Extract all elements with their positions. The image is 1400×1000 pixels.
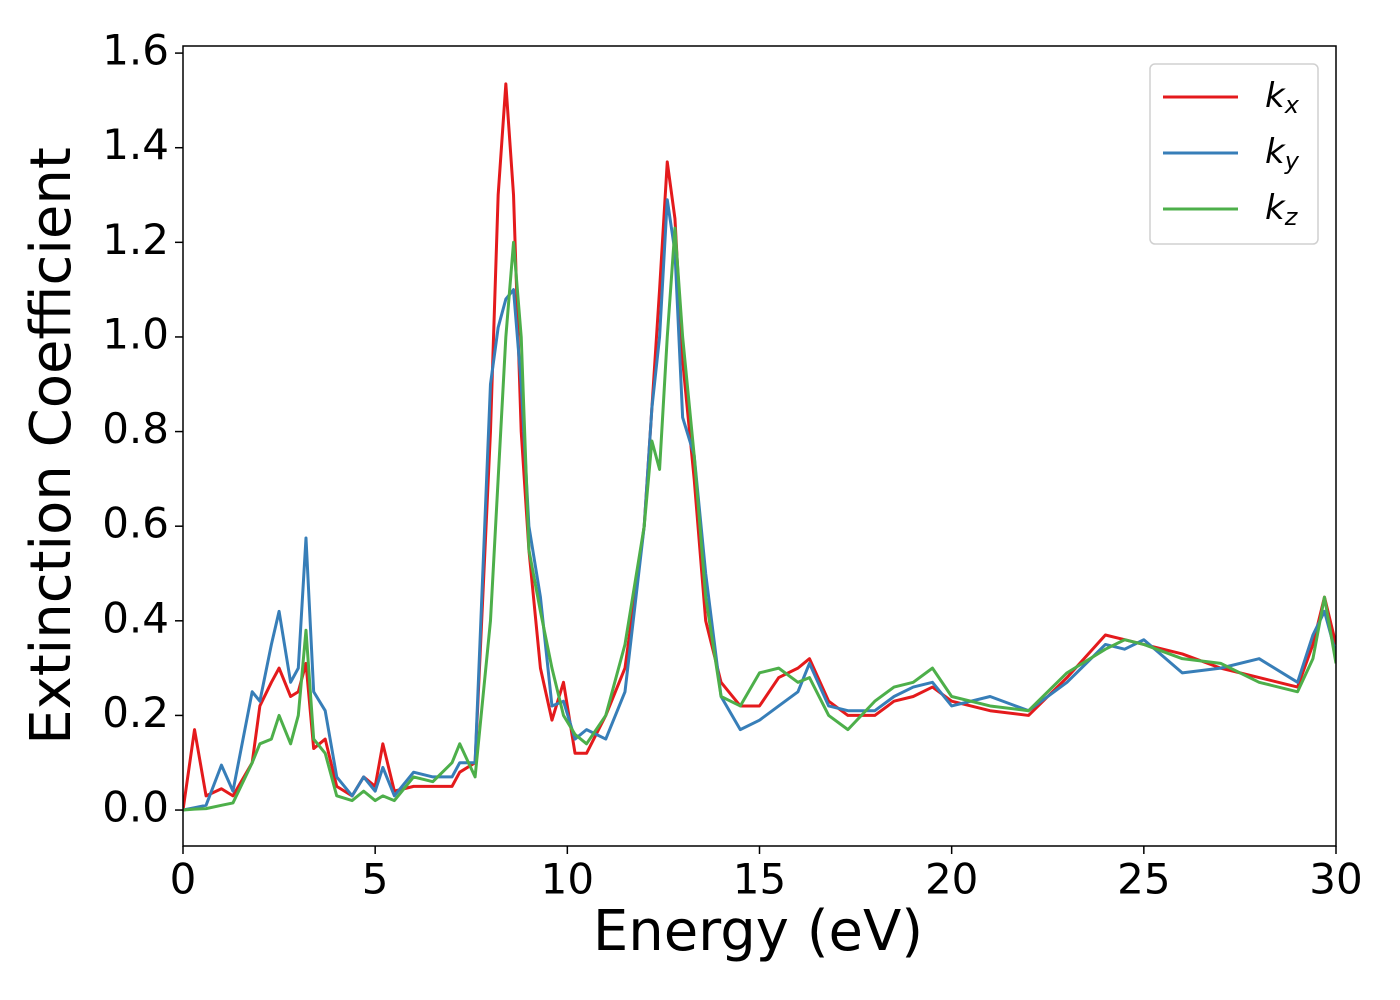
- series-line: [183, 226, 1336, 812]
- x-tick-label: 30: [1309, 855, 1362, 904]
- y-tick-label: 1.0: [102, 309, 169, 358]
- x-tick-label: 5: [362, 855, 389, 904]
- y-tick-label: 0.2: [102, 688, 169, 737]
- y-tick-label: 1.4: [102, 120, 169, 169]
- legend-label: kx: [1265, 76, 1300, 120]
- y-tick-label: 1.6: [102, 26, 169, 75]
- x-tick-label: 15: [733, 855, 786, 904]
- y-tick-label: 0.6: [102, 499, 169, 548]
- x-tick-label: 20: [925, 855, 978, 904]
- x-tick-label: 10: [541, 855, 594, 904]
- x-axis-label: Energy (eV): [593, 899, 923, 964]
- y-tick-label: 0.0: [102, 783, 169, 832]
- y-tick-label: 1.2: [102, 215, 169, 264]
- y-axis-label: Extinction Coefficient: [19, 147, 84, 745]
- x-tick-label: 0: [170, 855, 197, 904]
- y-tick-label: 0.4: [102, 593, 169, 642]
- legend-label: kz: [1265, 188, 1299, 232]
- y-tick-label: 0.8: [102, 404, 169, 453]
- plot-frame: [182, 45, 1337, 847]
- x-tick-label: 25: [1117, 855, 1170, 904]
- legend-label: ky: [1265, 132, 1300, 176]
- series-line: [183, 198, 1336, 812]
